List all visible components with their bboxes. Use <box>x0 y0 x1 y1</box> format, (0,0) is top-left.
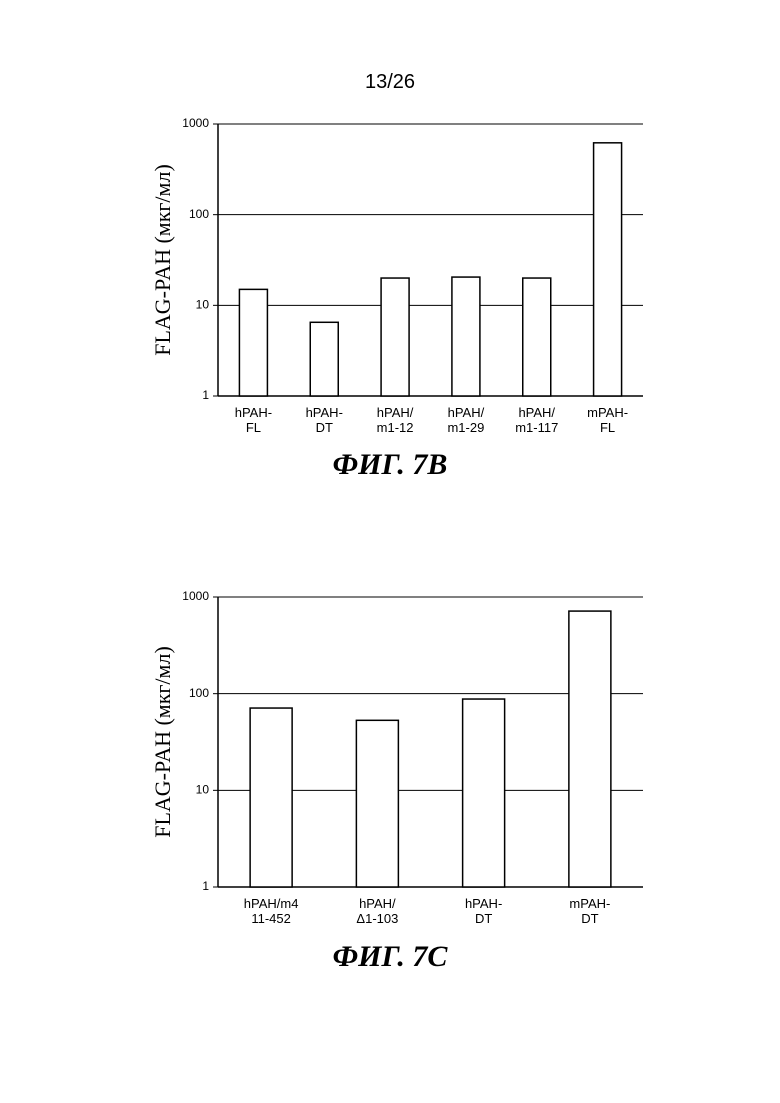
bar <box>594 143 622 396</box>
y-tick-label: 1 <box>202 879 209 893</box>
bar <box>523 278 551 396</box>
x-tick-label: mPAH- DT <box>535 896 645 926</box>
x-tick-label: hPAH- DT <box>429 896 539 926</box>
y-tick-label: 10 <box>196 783 210 797</box>
bar <box>463 699 505 887</box>
figure-caption: ФИГ. 7B <box>0 448 780 482</box>
y-tick-label: 100 <box>189 207 209 221</box>
x-tick-label: hPAH/m4 11-452 <box>216 896 326 926</box>
bar <box>239 289 267 396</box>
bar <box>250 708 292 887</box>
y-tick-label: 100 <box>189 686 209 700</box>
y-tick-label: 1000 <box>182 589 209 603</box>
bar <box>569 611 611 887</box>
figure: 1 10 100 1000 FLAG-PAH (мкг/мл) 1 10 100 1000 FLA… <box>0 0 780 1103</box>
y-axis-label: FLAG-PAH (мкг/мл) <box>150 164 175 356</box>
x-tick-label: hPAH/ Δ1-103 <box>322 896 432 926</box>
y-tick-label: 10 <box>196 298 210 312</box>
bar <box>356 720 398 887</box>
x-tick-label: mPAH- FL <box>553 405 663 435</box>
bar <box>381 278 409 396</box>
bar <box>452 277 480 396</box>
figure-caption: ФИГ. 7C <box>0 940 780 974</box>
y-tick-label: 1 <box>202 388 209 402</box>
y-tick-label: 1000 <box>182 116 209 130</box>
page: 13/26 1101001000FLAG-PAH (мкг/мл)1101001… <box>0 0 780 1103</box>
y-axis-label: FLAG-PAH (мкг/мл) <box>150 646 175 838</box>
bar <box>310 322 338 396</box>
